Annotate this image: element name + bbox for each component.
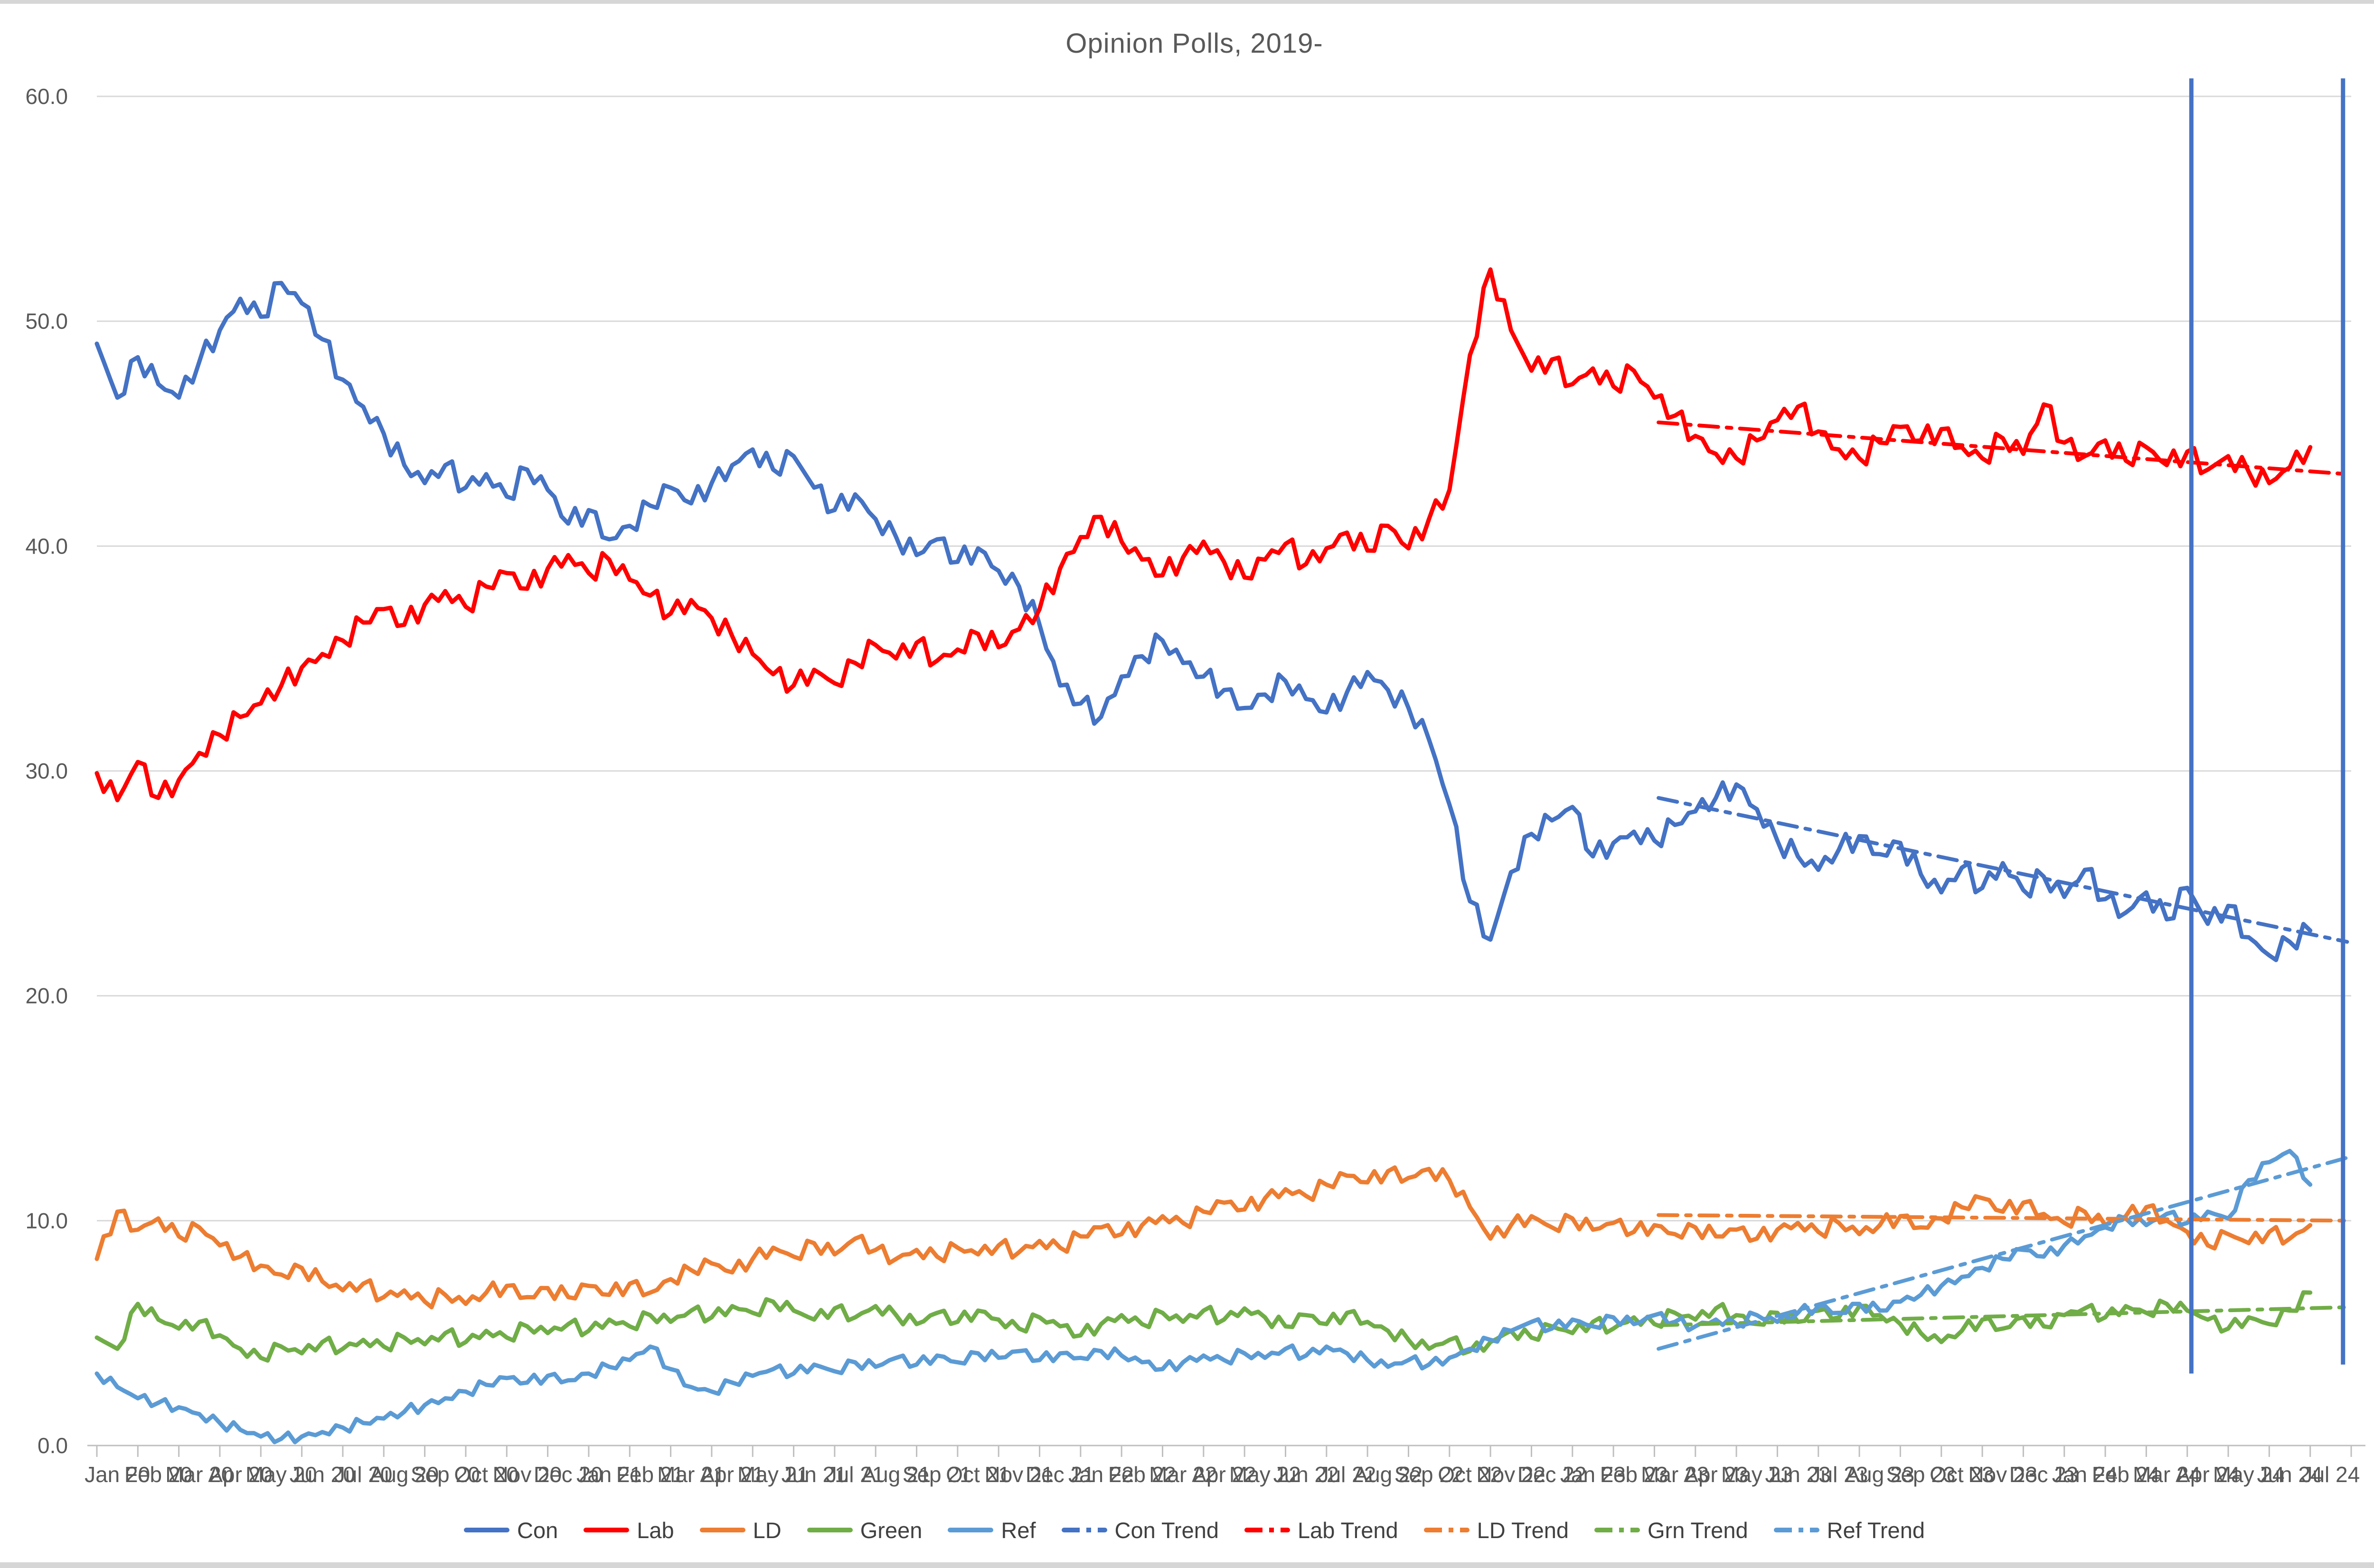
svg-text:Apr 23: Apr 23 xyxy=(1684,1462,1748,1487)
legend-swatch-lab-trend xyxy=(1244,1528,1290,1532)
svg-text:May 23: May 23 xyxy=(1721,1462,1793,1487)
svg-text:Apr 21: Apr 21 xyxy=(700,1462,764,1487)
svg-text:Apr 22: Apr 22 xyxy=(1192,1462,1256,1487)
legend-item-grn-trend: Grn Trend xyxy=(1594,1517,1748,1543)
window-edge-bottom xyxy=(0,1562,2374,1568)
legend-swatch-ref-trend xyxy=(1773,1528,1819,1532)
svg-text:Sep 21: Sep 21 xyxy=(903,1462,972,1487)
chart-legend: Con Lab LD Green Ref Con Trend Lab Trend… xyxy=(0,1509,2374,1551)
svg-text:Oct 22: Oct 22 xyxy=(1438,1462,1502,1487)
legend-label-green: Green xyxy=(860,1517,923,1543)
legend-label-ref-trend: Ref Trend xyxy=(1827,1517,1925,1543)
legend-item-ref: Ref xyxy=(948,1517,1036,1543)
svg-text:Nov 20: Nov 20 xyxy=(493,1462,562,1487)
legend-label-ld: LD xyxy=(753,1517,782,1543)
svg-text:Aug 22: Aug 22 xyxy=(1353,1462,1423,1487)
svg-text:Apr 24: Apr 24 xyxy=(2176,1462,2240,1487)
svg-text:Feb 24: Feb 24 xyxy=(2092,1462,2160,1487)
svg-text:Feb 20: Feb 20 xyxy=(124,1462,192,1487)
svg-text:Dec 20: Dec 20 xyxy=(534,1462,603,1487)
svg-text:Nov 23: Nov 23 xyxy=(1968,1462,2037,1487)
legend-item-con: Con xyxy=(464,1517,558,1543)
chart-title: Opinion Polls, 2019- xyxy=(1065,28,1323,59)
svg-text:Jan 21: Jan 21 xyxy=(576,1462,642,1487)
svg-text:Mar 22: Mar 22 xyxy=(1149,1462,1217,1487)
svg-text:Aug 23: Aug 23 xyxy=(1845,1462,1914,1487)
svg-text:Jan 24: Jan 24 xyxy=(2052,1462,2118,1487)
svg-text:May 24: May 24 xyxy=(2213,1462,2285,1487)
window-edge-top xyxy=(0,0,2374,4)
svg-text:Jun 24: Jun 24 xyxy=(2257,1462,2322,1487)
svg-text:Jun 21: Jun 21 xyxy=(782,1462,847,1487)
legend-label-ref: Ref xyxy=(1001,1517,1036,1543)
svg-text:Sep 22: Sep 22 xyxy=(1394,1462,1464,1487)
svg-text:May 20: May 20 xyxy=(245,1462,317,1487)
legend-swatch-lab xyxy=(584,1528,630,1532)
svg-text:Nov 21: Nov 21 xyxy=(984,1462,1054,1487)
legend-item-ref-trend: Ref Trend xyxy=(1773,1517,1925,1543)
svg-text:Mar 21: Mar 21 xyxy=(657,1462,725,1487)
svg-text:Jul 22: Jul 22 xyxy=(1318,1462,1376,1487)
svg-text:Jul 20: Jul 20 xyxy=(334,1462,393,1487)
svg-text:Jul 21: Jul 21 xyxy=(826,1462,885,1487)
svg-text:Apr 20: Apr 20 xyxy=(208,1462,273,1487)
svg-text:Jun 22: Jun 22 xyxy=(1273,1462,1339,1487)
svg-text:Jul 23: Jul 23 xyxy=(1810,1462,1868,1487)
legend-label-con: Con xyxy=(517,1517,558,1543)
svg-text:Dec 22: Dec 22 xyxy=(1517,1462,1587,1487)
svg-text:Sep 20: Sep 20 xyxy=(411,1462,480,1487)
svg-text:Mar 23: Mar 23 xyxy=(1641,1462,1709,1487)
svg-text:Nov 22: Nov 22 xyxy=(1476,1462,1545,1487)
svg-text:Dec 21: Dec 21 xyxy=(1026,1462,1095,1487)
legend-label-grn-trend: Grn Trend xyxy=(1648,1517,1748,1543)
legend-item-ld: LD xyxy=(699,1517,782,1543)
svg-text:Mar 20: Mar 20 xyxy=(165,1462,233,1487)
legend-label-ld-trend: LD Trend xyxy=(1477,1517,1569,1543)
svg-text:Oct 23: Oct 23 xyxy=(1930,1462,1994,1487)
legend-swatch-con-trend xyxy=(1061,1528,1107,1532)
svg-text:Jul 24: Jul 24 xyxy=(2301,1462,2360,1487)
legend-swatch-con xyxy=(464,1528,509,1532)
svg-text:60.0: 60.0 xyxy=(25,84,68,109)
svg-text:Aug 21: Aug 21 xyxy=(861,1462,931,1487)
legend-label-lab-trend: Lab Trend xyxy=(1298,1517,1398,1543)
svg-text:Jun 23: Jun 23 xyxy=(1765,1462,1831,1487)
svg-text:May 21: May 21 xyxy=(737,1462,809,1487)
svg-text:50.0: 50.0 xyxy=(25,309,68,334)
svg-text:Dec 23: Dec 23 xyxy=(2009,1462,2079,1487)
legend-swatch-ref xyxy=(948,1528,994,1532)
svg-text:Jan 23: Jan 23 xyxy=(1560,1462,1626,1487)
svg-text:Jan 22: Jan 22 xyxy=(1068,1462,1134,1487)
legend-label-con-trend: Con Trend xyxy=(1114,1517,1219,1543)
svg-text:Feb 21: Feb 21 xyxy=(616,1462,684,1487)
svg-text:0.0: 0.0 xyxy=(38,1433,68,1458)
svg-text:Sep 23: Sep 23 xyxy=(1886,1462,1956,1487)
svg-text:Aug 20: Aug 20 xyxy=(370,1462,439,1487)
legend-swatch-green xyxy=(807,1528,853,1532)
svg-text:May 22: May 22 xyxy=(1229,1462,1301,1487)
legend-item-lab-trend: Lab Trend xyxy=(1244,1517,1398,1543)
legend-item-green: Green xyxy=(807,1517,923,1543)
svg-text:Mar 24: Mar 24 xyxy=(2133,1462,2201,1487)
legend-item-ld-trend: LD Trend xyxy=(1423,1517,1569,1543)
legend-swatch-ld-trend xyxy=(1423,1528,1470,1532)
svg-text:Oct 20: Oct 20 xyxy=(454,1462,518,1487)
svg-text:Jun 20: Jun 20 xyxy=(290,1462,355,1487)
svg-text:Feb 22: Feb 22 xyxy=(1108,1462,1176,1487)
svg-text:10.0: 10.0 xyxy=(25,1208,68,1233)
legend-label-lab: Lab xyxy=(637,1517,674,1543)
svg-text:Oct 21: Oct 21 xyxy=(946,1462,1010,1487)
legend-item-lab: Lab xyxy=(584,1517,674,1543)
svg-text:30.0: 30.0 xyxy=(25,759,68,783)
svg-text:Jan 20: Jan 20 xyxy=(85,1462,150,1487)
legend-swatch-ld xyxy=(699,1528,745,1532)
svg-text:40.0: 40.0 xyxy=(25,534,68,558)
svg-text:20.0: 20.0 xyxy=(25,984,68,1008)
legend-swatch-grn-trend xyxy=(1594,1528,1640,1532)
svg-text:Feb 23: Feb 23 xyxy=(1600,1462,1668,1487)
legend-item-con-trend: Con Trend xyxy=(1061,1517,1219,1543)
